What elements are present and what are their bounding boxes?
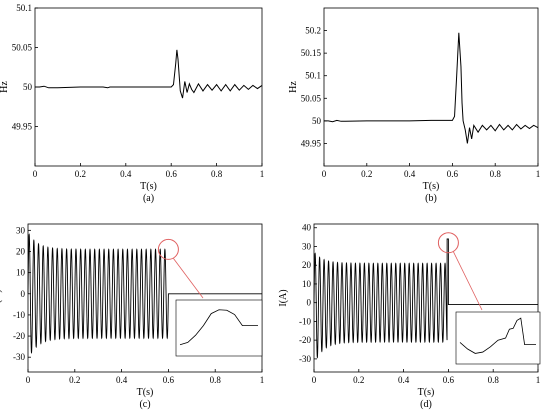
y-tick-label: 50.1	[305, 71, 321, 81]
panel-caption: (b)	[425, 193, 437, 204]
x-tick-label: 1	[536, 169, 541, 179]
x-tick-label: 0.4	[116, 375, 128, 385]
y-tick-label: 49.95	[12, 122, 33, 132]
zoom-arrow	[453, 251, 483, 311]
frequency-series-line	[324, 32, 539, 144]
y-tick-label: 40	[302, 223, 312, 233]
y-tick-label: 50	[312, 116, 322, 126]
x-tick-label: 0.2	[353, 375, 364, 385]
zoom-inset-frame	[175, 299, 263, 357]
zoom-arrow	[173, 258, 204, 299]
y-tick-label: 10	[302, 279, 312, 289]
y-tick-label: -10	[299, 316, 311, 326]
y-axis-label: I(A)	[0, 289, 3, 306]
x-tick-label: 0	[33, 169, 38, 179]
y-axis-label: Hz	[0, 81, 10, 93]
zoom-inset-line	[179, 309, 258, 346]
chart-panel-c: 0 0.2 0.4 0.6 0.8 1 -30 -20 -10 0 10 20 30 T(s) I(A) (c…	[0, 223, 265, 410]
y-tick-label: 20	[302, 260, 312, 270]
y-tick-label: -30	[299, 354, 311, 364]
y-axis-label: Hz	[288, 81, 299, 93]
y-tick-label: 0	[307, 298, 312, 308]
x-tick-label: 0	[26, 375, 31, 385]
panel-caption: (d)	[420, 399, 432, 410]
y-tick-label: 0	[21, 289, 26, 299]
x-axis-label: T(s)	[418, 387, 435, 398]
zoom-circle	[437, 232, 459, 254]
zoom-inset-line	[459, 317, 536, 354]
x-tick-label: 0.8	[488, 375, 500, 385]
x-tick-label: 1	[260, 169, 265, 179]
y-tick-label: 50.15	[301, 48, 322, 58]
y-tick-label: 49.95	[301, 138, 322, 148]
x-tick-label: 0.4	[120, 169, 132, 179]
y-tick-label: -30	[13, 352, 25, 362]
y-tick-label: -20	[13, 331, 25, 341]
x-tick-label: 0.8	[490, 169, 502, 179]
panel-caption: (a)	[143, 193, 154, 204]
y-tick-label: -10	[13, 310, 25, 320]
x-axis-label: T(s)	[137, 387, 154, 398]
x-tick-label: 0.6	[163, 375, 175, 385]
y-tick-label: 20	[16, 246, 26, 256]
x-tick-label: 0.8	[210, 375, 222, 385]
y-axis-label: I(A)	[278, 289, 289, 306]
panel-caption: (c)	[139, 399, 150, 410]
zoom-circle	[157, 238, 179, 260]
chart-panel-a: 0 0.2 0.4 0.6 0.8 1 49.95 50 50.05 50.1 T(s) Hz (a)	[0, 3, 264, 204]
y-tick-label: 50.05	[301, 93, 322, 103]
y-tick-label: 50.1	[16, 3, 32, 13]
plot-frame	[323, 7, 539, 167]
x-tick-label: 0.4	[404, 169, 416, 179]
x-axis-label: T(s)	[423, 181, 440, 192]
current-series-line	[27, 233, 262, 354]
x-tick-label: 0	[322, 169, 327, 179]
y-tick-label: 50.2	[305, 26, 321, 36]
y-tick-label: 30	[16, 225, 26, 235]
plot-frame	[27, 223, 263, 373]
y-tick-label: 30	[302, 241, 312, 251]
y-tick-label: -20	[299, 335, 311, 345]
x-tick-label: 0.8	[211, 169, 223, 179]
y-tick-label: 50	[23, 82, 33, 92]
x-tick-label: 1	[536, 375, 541, 385]
x-tick-label: 0.4	[398, 375, 410, 385]
x-tick-label: 0.6	[166, 169, 178, 179]
chart-panel-d: 0 0.2 0.4 0.6 0.8 1 -30 -20 -10 0 10 20 30 40 T(s) I(A)…	[278, 223, 541, 410]
y-tick-label: 10	[16, 268, 26, 278]
y-tick-label: 50.05	[12, 43, 33, 53]
frequency-series-line	[35, 49, 263, 99]
x-tick-label: 0.2	[69, 375, 80, 385]
x-tick-label: 0.6	[447, 169, 459, 179]
x-tick-label: 1	[260, 375, 265, 385]
current-series-line	[313, 238, 538, 359]
x-tick-label: 0.2	[75, 169, 86, 179]
x-tick-label: 0	[312, 375, 317, 385]
chart-panel-b: 0 0.2 0.4 0.6 0.8 1 49.95 50 50.05 50.1 50.15 50.2 T…	[288, 7, 541, 204]
x-axis-label: T(s)	[140, 181, 157, 192]
zoom-inset-frame	[455, 311, 541, 365]
x-tick-label: 0.6	[443, 375, 455, 385]
x-tick-label: 0.2	[361, 169, 372, 179]
